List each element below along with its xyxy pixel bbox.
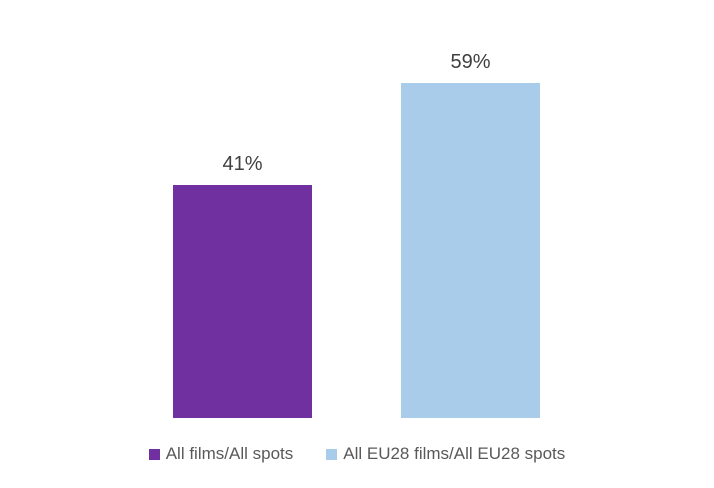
legend-label-eu28-films: All EU28 films/All EU28 spots	[343, 444, 566, 463]
legend-swatch-light-blue-icon	[326, 448, 338, 460]
legend-swatch-purple-icon	[148, 448, 160, 460]
bar-group-all-films: 41%	[173, 152, 312, 418]
data-label-all-films: 41%	[222, 153, 263, 175]
bar-group-eu28-films: 59%	[401, 50, 540, 418]
plot-area: 41% 59%	[173, 50, 540, 418]
bar-eu28-films	[401, 83, 540, 418]
legend-item-eu28-films: All EU28 films/All EU28 spots	[326, 443, 565, 465]
legend: All films/All spots All EU28 films/All E…	[0, 443, 714, 465]
legend-label-all-films: All films/All spots	[165, 444, 294, 463]
legend-item-all-films: All films/All spots	[148, 443, 294, 465]
bar-all-films	[173, 185, 312, 418]
data-label-eu28-films: 59%	[450, 51, 491, 73]
